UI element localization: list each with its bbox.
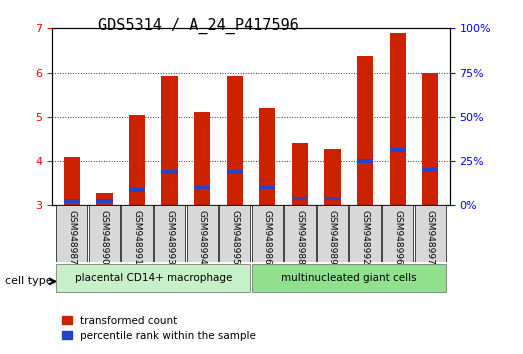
Bar (194, 113, 210, 205)
Text: GSM948991: GSM948991 (132, 210, 142, 265)
FancyBboxPatch shape (349, 205, 381, 262)
Text: GDS5314 / A_24_P417596: GDS5314 / A_24_P417596 (98, 18, 299, 34)
FancyBboxPatch shape (285, 205, 315, 262)
Bar (162, 76, 178, 205)
Bar (96, 199, 112, 202)
Bar (64, 199, 80, 202)
Bar (194, 186, 210, 189)
Bar (162, 170, 178, 174)
Text: GSM948989: GSM948989 (328, 210, 337, 265)
Text: GSM948993: GSM948993 (165, 210, 174, 265)
Bar (422, 73, 438, 205)
Bar (357, 56, 373, 205)
FancyBboxPatch shape (121, 205, 153, 262)
Text: GSM948986: GSM948986 (263, 210, 272, 265)
Bar (259, 108, 276, 205)
FancyBboxPatch shape (219, 205, 251, 262)
FancyBboxPatch shape (89, 205, 120, 262)
Text: GSM948996: GSM948996 (393, 210, 402, 265)
Text: GSM948990: GSM948990 (100, 210, 109, 265)
FancyBboxPatch shape (56, 263, 251, 292)
Text: GSM948995: GSM948995 (230, 210, 239, 265)
Bar (422, 168, 438, 172)
Bar (226, 76, 243, 205)
FancyBboxPatch shape (382, 205, 413, 262)
FancyBboxPatch shape (252, 263, 446, 292)
Bar (390, 33, 406, 205)
Bar (292, 143, 308, 205)
Text: multinucleated giant cells: multinucleated giant cells (281, 273, 417, 283)
Bar (357, 159, 373, 163)
Text: GSM948992: GSM948992 (360, 210, 370, 264)
Text: placental CD14+ macrophage: placental CD14+ macrophage (75, 273, 232, 283)
Bar (129, 188, 145, 192)
Bar (226, 170, 243, 174)
FancyBboxPatch shape (252, 205, 283, 262)
FancyBboxPatch shape (317, 205, 348, 262)
Bar (129, 115, 145, 205)
Bar (96, 193, 112, 205)
Bar (390, 148, 406, 152)
Bar (64, 157, 80, 205)
Text: GSM948988: GSM948988 (295, 210, 304, 265)
Bar (259, 186, 276, 189)
Bar (292, 197, 308, 200)
FancyBboxPatch shape (415, 205, 446, 262)
FancyBboxPatch shape (187, 205, 218, 262)
Bar (324, 197, 340, 200)
Text: GSM948997: GSM948997 (426, 210, 435, 265)
FancyBboxPatch shape (154, 205, 185, 262)
Text: GSM948994: GSM948994 (198, 210, 207, 264)
Bar (324, 149, 340, 205)
Legend: transformed count, percentile rank within the sample: transformed count, percentile rank withi… (58, 312, 260, 345)
FancyBboxPatch shape (56, 205, 87, 262)
Text: GSM948987: GSM948987 (67, 210, 76, 265)
Text: cell type: cell type (5, 276, 53, 286)
